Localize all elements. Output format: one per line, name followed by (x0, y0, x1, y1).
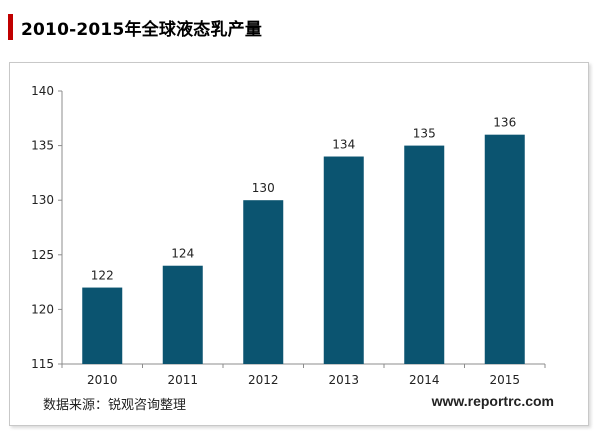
data-label-2013: 134 (332, 138, 355, 152)
data-label-2012: 130 (252, 181, 275, 195)
bar-2015 (484, 134, 525, 364)
x-tick-label: 2013 (328, 373, 359, 387)
x-tick-label: 2015 (489, 373, 520, 387)
data-label-2010: 122 (91, 269, 114, 283)
website-link[interactable]: www.reportrc.com (431, 393, 554, 409)
data-label-2014: 135 (413, 127, 436, 141)
data-label-2011: 124 (171, 247, 194, 261)
x-tick-label: 2014 (409, 373, 440, 387)
title-accent-bar (8, 14, 13, 40)
x-tick-label: 2010 (87, 373, 118, 387)
bar-2011 (162, 265, 203, 364)
x-tick-label: 2012 (248, 373, 279, 387)
y-axis: 115 120 125 130 135 140 (31, 84, 63, 371)
bar-2013 (323, 156, 364, 364)
data-labels: 122 124 130 134 135 136 (91, 116, 516, 283)
y-tick-label: 130 (31, 193, 54, 207)
bar-2012 (243, 200, 284, 364)
source-note: 数据来源：锐观咨询整理 (43, 398, 187, 413)
x-axis: 2010 2011 2012 2013 2014 2015 (61, 363, 546, 387)
bar-2010 (82, 287, 123, 364)
bar-2014 (404, 145, 445, 364)
y-tick-label: 120 (31, 302, 54, 316)
x-tick-label: 2011 (167, 373, 198, 387)
title-bar: 2010-2015年全球液态乳产量 (8, 14, 262, 40)
y-tick-label: 135 (31, 139, 54, 153)
y-tick-label: 115 (31, 357, 54, 371)
y-tick-label: 140 (31, 84, 54, 98)
page-title: 2010-2015年全球液态乳产量 (21, 19, 263, 40)
bar-series (82, 134, 525, 364)
y-tick-label: 125 (31, 248, 54, 262)
data-label-2015: 136 (493, 116, 516, 130)
